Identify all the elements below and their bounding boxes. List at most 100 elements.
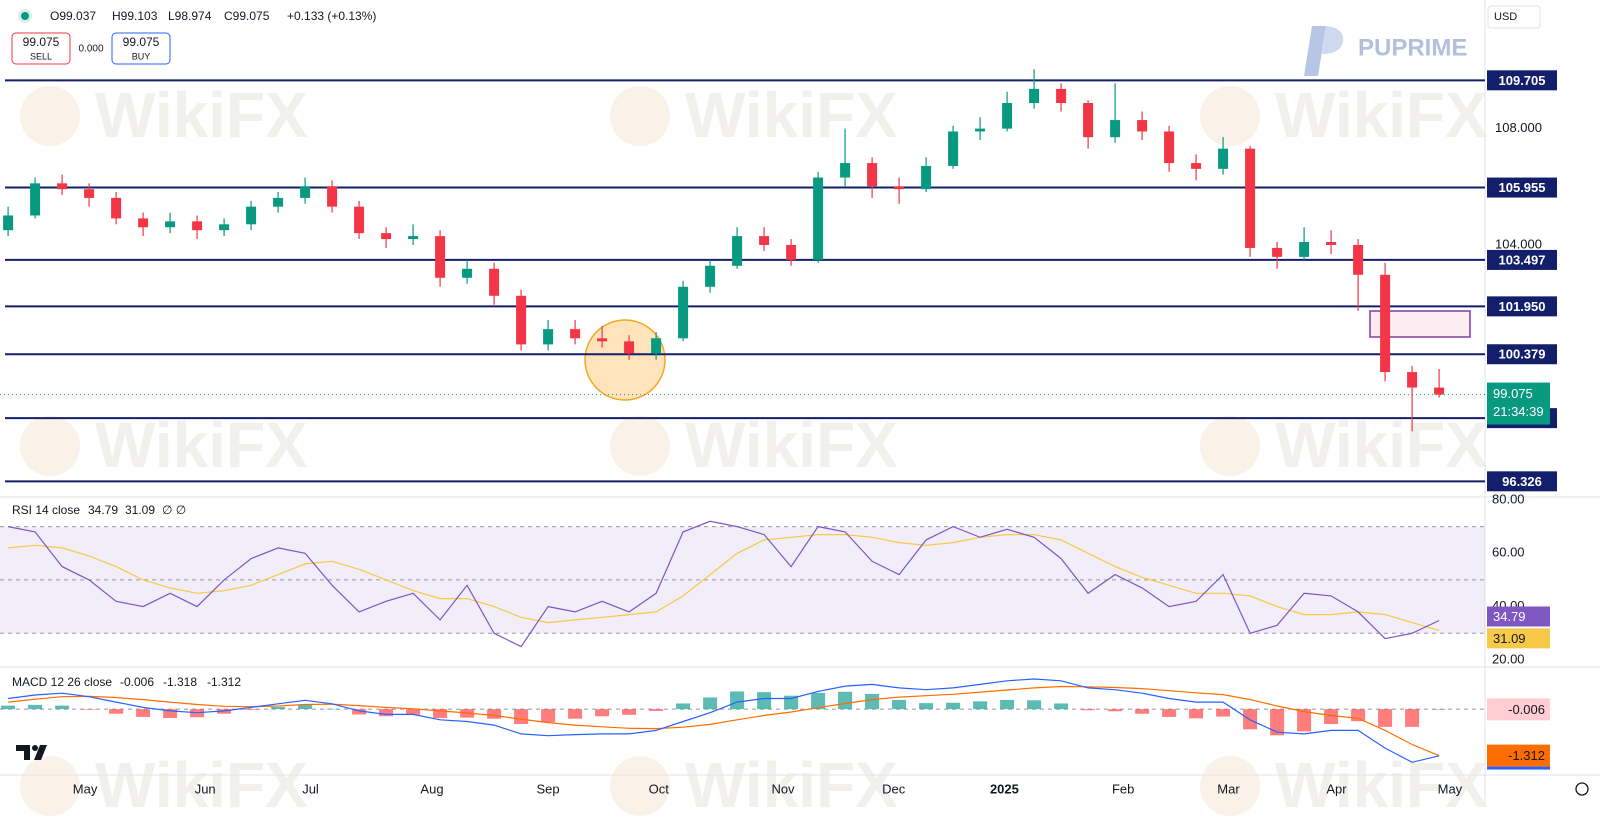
histogram-bar (730, 691, 745, 710)
y-tick-label: 104.000 (1495, 236, 1542, 251)
candle-body (1164, 131, 1175, 164)
sell-price[interactable]: 99.075 (23, 35, 60, 49)
histogram-bar (1432, 709, 1447, 710)
histogram-bar (703, 697, 718, 710)
candle-body (921, 165, 932, 190)
histogram-bar (568, 709, 583, 719)
sell-button[interactable] (11, 32, 71, 65)
histogram-bar (757, 692, 772, 710)
currency-button[interactable] (1487, 5, 1541, 29)
candle-body (1272, 247, 1283, 257)
buy-price[interactable]: 99.075 (123, 35, 160, 49)
histogram-bar (1216, 709, 1231, 717)
y-tick-label: 60.00 (1492, 545, 1525, 560)
rsi-line (8, 534, 1440, 631)
histogram-bar (163, 709, 178, 718)
legend-value: 34.79 (88, 503, 118, 517)
level-label-bg (1487, 249, 1557, 270)
candle-body (354, 206, 365, 234)
ohlc-high: H99.103 (112, 9, 158, 23)
level-label: 105.955 (1499, 180, 1546, 195)
candle-body (1218, 148, 1229, 169)
histogram-bar (352, 709, 367, 715)
watermark-logo (20, 86, 80, 146)
x-tick-label: Dec (882, 781, 906, 796)
status-dot (21, 12, 29, 20)
candle-body (597, 338, 608, 342)
histogram-bar (325, 708, 340, 710)
candle-body (381, 233, 392, 240)
legend-nulls: ∅ ∅ (162, 503, 186, 517)
histogram-bar (244, 709, 259, 710)
settings-icon[interactable] (1575, 782, 1589, 796)
level-label-bg (1487, 177, 1557, 198)
buy-button[interactable] (111, 32, 171, 65)
candle-body (867, 163, 878, 187)
candle-body (1083, 103, 1094, 138)
candle-body (975, 128, 986, 132)
histogram-bar (1189, 709, 1204, 719)
histogram-bar (433, 709, 448, 718)
candle-body (408, 236, 419, 240)
watermark: WikiFX (95, 749, 308, 821)
histogram-bar (271, 707, 286, 710)
histogram-bar (1000, 699, 1015, 710)
candle-body (3, 215, 14, 231)
candle-body (786, 244, 797, 260)
histogram-bar (946, 702, 961, 710)
x-tick-label: Jul (302, 781, 319, 796)
value-label: -1.312 (1508, 748, 1545, 763)
indicator-title: MACD 12 26 close (12, 675, 112, 689)
candle-body (1380, 274, 1391, 373)
candle-body (1056, 88, 1067, 104)
candle-body (84, 189, 95, 198)
candle-body (1326, 242, 1337, 245)
level-label-bg (1487, 70, 1557, 91)
level-label: 101.950 (1499, 299, 1546, 314)
histogram-bar (1405, 709, 1420, 727)
histogram-bar (973, 701, 988, 710)
histogram-bar (379, 709, 394, 717)
histogram-bar (55, 705, 70, 710)
x-tick-label: Mar (1217, 781, 1240, 796)
histogram-bar (541, 709, 556, 723)
histogram-bar (514, 709, 529, 725)
brand-logo (1322, 26, 1344, 54)
brand-name: PUPRIME (1358, 34, 1467, 61)
candle-body (516, 295, 527, 345)
candle-body (1137, 120, 1148, 132)
candle-body (489, 268, 500, 296)
candle-body (1299, 242, 1310, 257)
rsi-band (0, 526, 1485, 634)
candle-body (1434, 387, 1445, 395)
candle-body (759, 236, 770, 245)
y-tick-label: 20.00 (1492, 651, 1525, 666)
x-tick-label: Nov (771, 781, 795, 796)
signal-line (8, 685, 1440, 757)
candle-body (948, 131, 959, 166)
histogram-bar (487, 709, 502, 719)
watermark-logo (1200, 756, 1260, 816)
watermark-logo (20, 756, 80, 816)
candle-body (462, 268, 473, 278)
sell-label[interactable]: SELL (30, 51, 52, 61)
buy-label[interactable]: BUY (132, 51, 151, 61)
legend-value: -1.318 (163, 675, 197, 689)
currency[interactable]: USD (1494, 11, 1517, 23)
candle-body (57, 183, 68, 190)
y-tick-label: 80.00 (1492, 491, 1525, 506)
value-label-bg (1487, 606, 1550, 627)
watermark: WikiFX (95, 409, 308, 481)
histogram-bar (1027, 700, 1042, 710)
histogram-bar (649, 709, 664, 711)
candle-body (1002, 103, 1013, 129)
level-label: 96.326 (1502, 474, 1542, 489)
candle-body (165, 221, 176, 228)
x-tick-label: Apr (1326, 781, 1347, 796)
candle-body (570, 329, 581, 339)
watermark-logo (1200, 86, 1260, 146)
candle-body (1407, 372, 1418, 388)
value-label: 34.79 (1493, 609, 1526, 624)
histogram-bar (1135, 709, 1150, 714)
brand-logo (1304, 26, 1326, 76)
